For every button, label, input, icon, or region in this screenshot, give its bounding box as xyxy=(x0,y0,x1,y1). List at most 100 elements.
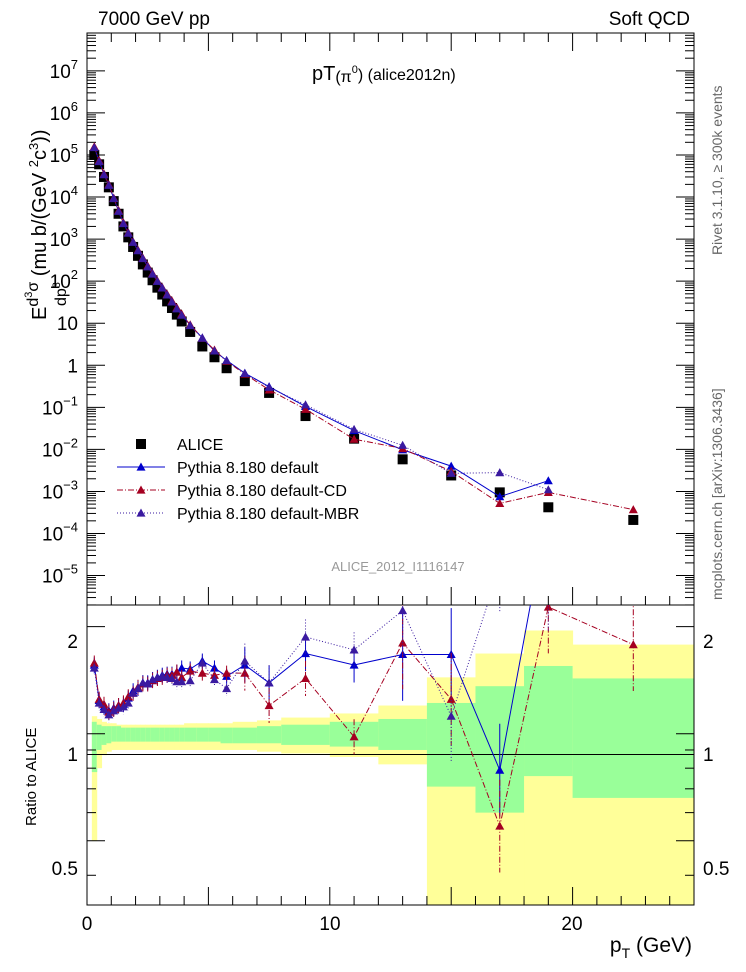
legend-marker xyxy=(136,485,146,494)
ratio-point xyxy=(185,676,195,685)
data-point-mc xyxy=(543,476,553,485)
data-point-mc xyxy=(495,492,505,501)
band-green xyxy=(120,727,127,742)
legend-marker xyxy=(136,462,146,471)
category-label: Soft QCD xyxy=(609,9,690,30)
ratio-point xyxy=(209,675,219,684)
data-point-alice xyxy=(397,454,408,465)
legend: ALICE Pythia 8.180 default Pythia 8.180 de… xyxy=(117,437,359,523)
data-point-mc xyxy=(118,218,128,228)
ratio-point xyxy=(118,702,128,711)
ratio-point xyxy=(94,698,104,707)
legend-entry: Pythia 8.180 default-CD xyxy=(177,483,347,500)
ratio-point xyxy=(177,677,187,686)
ratio-point xyxy=(398,605,408,615)
data-point-mc xyxy=(99,170,109,179)
y-tick-label: 105 xyxy=(50,141,78,167)
legend-marker xyxy=(136,508,146,517)
data-point-mc xyxy=(167,297,177,306)
y-tick-label: 106 xyxy=(50,99,78,125)
main-y-axis-label: Ed3σ (mu b/(GeV 2c3)) xyxy=(23,129,51,320)
ratio-series xyxy=(89,562,638,873)
band-green xyxy=(106,726,112,744)
ratio-point xyxy=(240,656,250,665)
ratio-point xyxy=(172,667,182,676)
y-tick-label: 107 xyxy=(50,57,78,83)
data-point-mc xyxy=(264,382,274,391)
ratio-tick-1-right: 1 xyxy=(703,745,714,766)
band-green xyxy=(524,665,574,777)
data-point-mc xyxy=(148,269,158,278)
series-line xyxy=(93,146,549,498)
band-green xyxy=(154,727,161,742)
ratio-point xyxy=(197,658,207,667)
ratio-point xyxy=(349,732,359,741)
data-point-mc xyxy=(114,206,124,215)
ratio-tick-1: 1 xyxy=(67,745,78,766)
data-point-mc xyxy=(138,254,148,263)
band-green xyxy=(256,726,282,744)
ratio-point xyxy=(240,668,250,677)
ratio-point xyxy=(167,673,177,683)
band-green xyxy=(184,727,197,742)
ratio-point xyxy=(301,632,311,641)
source-label: mcplots.cern.ch [arXiv:1306.3436] xyxy=(709,388,725,600)
y-tick-label: 1 xyxy=(67,356,78,377)
x-axis-label: pT (GeV) xyxy=(610,934,692,961)
ratio-point xyxy=(109,706,119,715)
band-green xyxy=(145,727,151,742)
ratio-point xyxy=(349,645,359,654)
data-point-mc xyxy=(157,283,167,292)
ratio-point xyxy=(544,582,553,590)
ratio-tick-2-right: 2 xyxy=(703,632,714,653)
data-point-mc xyxy=(133,246,143,255)
band-green xyxy=(135,727,141,742)
y-tick-label: 103 xyxy=(50,225,78,251)
data-point-alice xyxy=(166,302,177,313)
analysis-id-label: ALICE_2012_I1116147 xyxy=(331,559,464,574)
plot-title: pT(π0) (alice2012n) xyxy=(312,63,456,86)
data-point-alice xyxy=(162,296,173,307)
data-point-mc xyxy=(104,180,114,189)
ratio-point xyxy=(628,640,638,649)
data-point-alice xyxy=(300,411,311,422)
ratio-point xyxy=(123,698,133,707)
band-green xyxy=(220,727,234,744)
svg-text:Ed3σ (mu b/(GeV 2c3)): Ed3σ (mu b/(GeV 2c3)) xyxy=(23,129,51,320)
data-point-mc xyxy=(349,424,359,433)
axis-ticks xyxy=(86,33,695,905)
data-point-mc xyxy=(162,290,172,299)
energy-label: 7000 GeV pp xyxy=(98,9,210,30)
data-point-mc xyxy=(172,304,182,313)
y-tick-label: 102 xyxy=(50,267,78,293)
data-point-alice xyxy=(147,275,158,286)
band-green xyxy=(232,727,258,744)
ratio-point xyxy=(197,668,207,677)
data-point-mc xyxy=(177,310,187,319)
band-green xyxy=(101,726,107,745)
ratio-point xyxy=(89,663,99,672)
ratio-tick-0.5: 0.5 xyxy=(52,859,78,880)
data-point-mc xyxy=(123,228,133,237)
legend-entry: Pythia 8.180 default-MBR xyxy=(177,506,359,523)
band-green xyxy=(130,727,137,742)
band-green xyxy=(140,727,146,742)
y-tick-label: 10−2 xyxy=(42,435,78,461)
data-point-alice xyxy=(628,514,639,525)
band-green xyxy=(125,727,132,742)
data-point-mc xyxy=(185,321,195,330)
y-tick-label: 10−3 xyxy=(42,477,78,503)
data-point-mc xyxy=(152,276,162,285)
ratio-point xyxy=(495,562,504,570)
band-green xyxy=(174,727,180,742)
data-point-alice xyxy=(123,232,134,243)
band-yellow xyxy=(91,716,98,841)
data-point-mc xyxy=(94,156,104,166)
ratio-point xyxy=(177,663,187,672)
data-point-alice xyxy=(152,282,163,293)
data-point-mc xyxy=(628,505,638,514)
ratio-point xyxy=(148,675,158,684)
data-point-alice xyxy=(176,316,187,327)
data-point-alice xyxy=(209,352,220,363)
